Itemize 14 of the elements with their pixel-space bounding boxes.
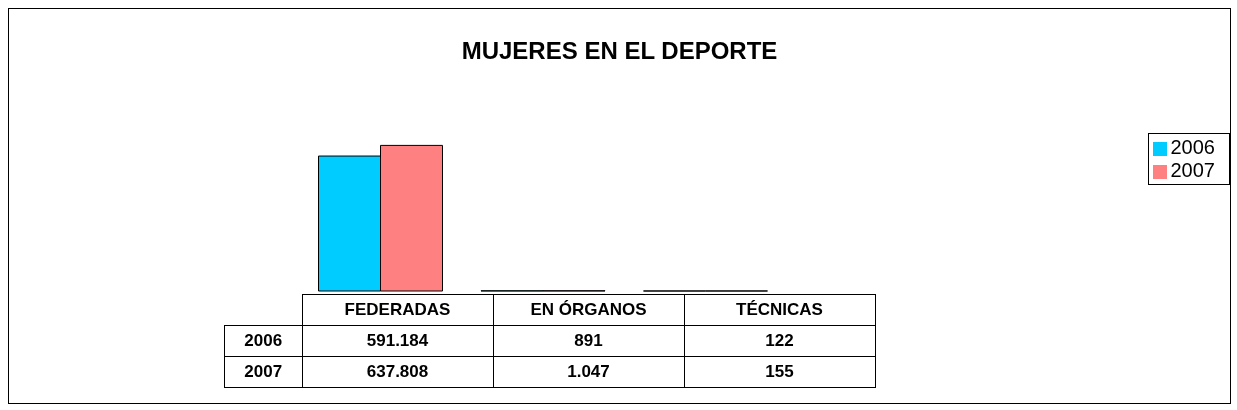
data-label: 591.184 <box>302 325 493 357</box>
x-tick-label: EN ÓRGANOS <box>493 294 684 326</box>
legend-label: 2006 <box>1170 136 1215 158</box>
data-label: 637.808 <box>302 356 493 388</box>
data-label: 1.047 <box>493 356 684 388</box>
data-label: 891 <box>493 325 684 357</box>
x-tick-label: TÉCNICAS <box>684 294 875 326</box>
chart-title: MUJERES EN EL DEPORTE <box>460 37 779 65</box>
legend-label: 2007 <box>1170 159 1215 181</box>
text: 2006 <box>244 331 283 350</box>
text: 2007 <box>244 362 283 381</box>
data-label: 122 <box>684 325 875 357</box>
x-tick-label: FEDERADAS <box>302 294 493 326</box>
data-label: 155 <box>684 356 875 388</box>
